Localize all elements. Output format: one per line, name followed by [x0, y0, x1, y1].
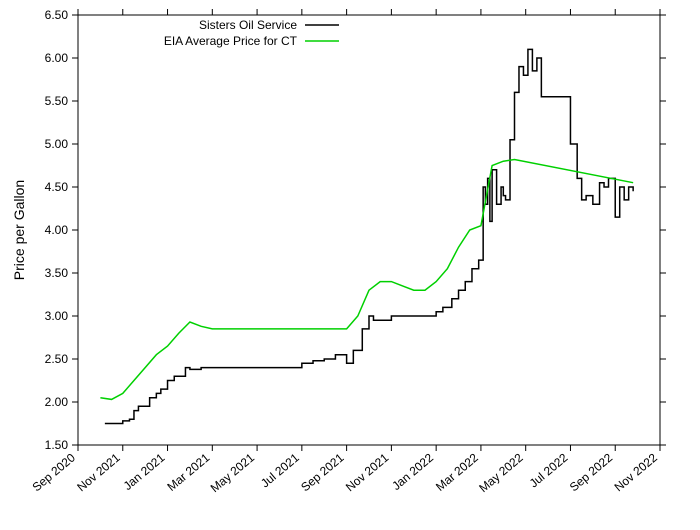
y-tick-label: 2.00 — [45, 395, 69, 409]
x-tick-label: Nov 2021 — [343, 450, 392, 494]
x-tick-label: Nov 2022 — [612, 450, 661, 494]
y-tick-label: 5.00 — [45, 137, 69, 151]
y-tick-label: 4.50 — [45, 180, 69, 194]
series-sisters-oil-service — [105, 49, 633, 423]
y-tick-label: 3.50 — [45, 266, 69, 280]
x-tick-label: Sep 2020 — [30, 450, 79, 494]
y-tick-label: 3.00 — [45, 309, 69, 323]
y-tick-label: 6.00 — [45, 51, 69, 65]
x-tick-label: Mar 2022 — [433, 450, 481, 494]
y-tick-label: 1.50 — [45, 438, 69, 452]
legend-label: EIA Average Price for CT — [164, 34, 298, 48]
x-tick-label: Sep 2021 — [298, 450, 347, 494]
x-tick-label: Sep 2022 — [567, 450, 616, 494]
price-chart: 1.50 2.00 2.50 3.00 3.50 4.00 4.50 5.00 5.50 6.00… — [0, 0, 700, 525]
x-tick-label: Jan 2022 — [389, 450, 436, 493]
plot-border — [78, 15, 660, 445]
x-tick-label: Jul 2021 — [258, 450, 302, 490]
x-tick-label: Jan 2021 — [121, 450, 168, 493]
x-tick-label: May 2022 — [476, 450, 526, 495]
y-axis-title: Price per Gallon — [11, 180, 27, 280]
y-tick-label: 2.50 — [45, 352, 69, 366]
x-tick-label: Nov 2021 — [74, 450, 123, 494]
series-eia-average-price-for-ct — [100, 159, 633, 399]
x-tick-label: Mar 2021 — [164, 450, 212, 494]
x-tick-label: May 2021 — [208, 450, 258, 495]
y-tick-label: 6.50 — [45, 8, 69, 22]
legend-label: Sisters Oil Service — [199, 18, 297, 32]
y-tick-label: 5.50 — [45, 94, 69, 108]
x-tick-label: Jul 2022 — [527, 450, 571, 490]
y-tick-label: 4.00 — [45, 223, 69, 237]
